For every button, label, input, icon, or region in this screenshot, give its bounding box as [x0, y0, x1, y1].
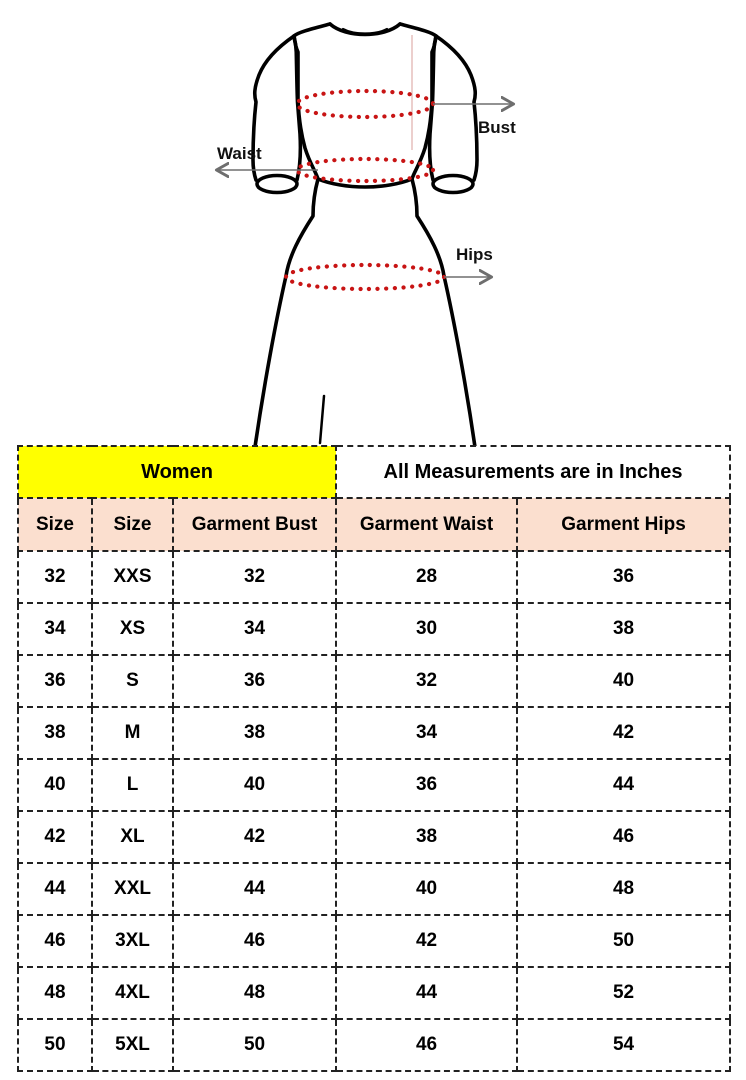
- svg-text:Waist: Waist: [217, 144, 262, 163]
- svg-text:Hips: Hips: [456, 245, 493, 264]
- svg-text:Bust: Bust: [478, 118, 516, 137]
